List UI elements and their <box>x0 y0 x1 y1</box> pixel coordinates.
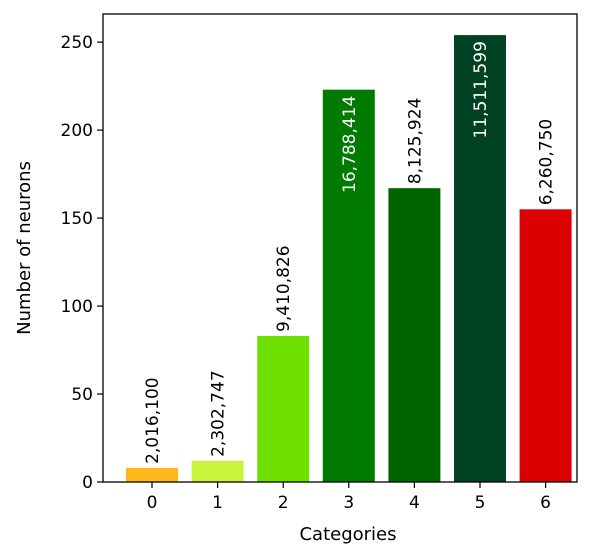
bar-3 <box>322 89 375 482</box>
data-label-0: 2,016,100 <box>143 377 163 464</box>
x-tick-label: 6 <box>540 493 551 513</box>
x-axis-label: Categories <box>299 524 396 545</box>
y-tick-label: 100 <box>61 297 93 317</box>
data-label-3: 16,788,414 <box>340 96 360 193</box>
data-label-6: 6,260,750 <box>537 119 557 206</box>
plot-frame <box>102 13 578 483</box>
bar-0 <box>126 467 178 482</box>
y-tick-label: 50 <box>71 385 93 405</box>
y-tick-label: 150 <box>61 209 93 229</box>
data-labels-group: 2,016,100 2,302,747 9,410,826 16,788,414 8,1… <box>143 41 557 464</box>
x-tick-label: 3 <box>343 493 354 513</box>
y-tick-label: 250 <box>61 33 93 53</box>
data-label-1: 2,302,747 <box>209 370 229 457</box>
data-label-5: 11,511,599 <box>471 41 491 138</box>
ticks-group: 0 1 2 3 4 5 6 0 50 100 150 200 250 <box>61 33 551 513</box>
bars-group <box>126 35 572 483</box>
y-axis-label: Number of neurons <box>14 161 35 335</box>
data-label-4: 8,125,924 <box>405 98 425 185</box>
y-tick-label: 0 <box>82 473 93 493</box>
y-tick-label: 200 <box>61 121 93 141</box>
bar-6 <box>519 209 572 483</box>
x-tick-label: 4 <box>409 493 420 513</box>
x-tick-label: 0 <box>147 493 158 513</box>
x-tick-label: 1 <box>212 493 223 513</box>
data-label-2: 9,410,826 <box>274 245 294 332</box>
x-tick-label: 2 <box>278 493 289 513</box>
x-tick-label: 5 <box>475 493 486 513</box>
bar-2 <box>257 335 310 482</box>
bar-4 <box>388 188 441 482</box>
bar-5 <box>454 35 506 482</box>
bar-1 <box>191 460 244 482</box>
